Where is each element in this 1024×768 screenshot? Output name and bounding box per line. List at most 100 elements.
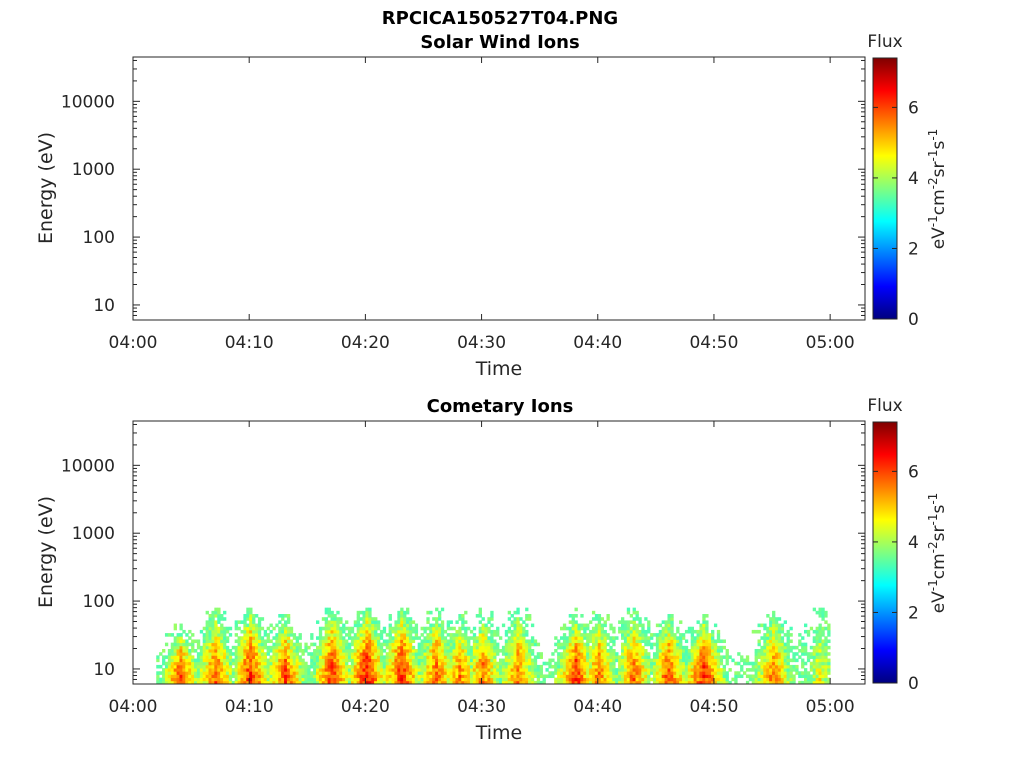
spectrogram-cell (432, 655, 436, 659)
spectrogram-cell (379, 668, 384, 672)
spectrogram-cell (461, 642, 465, 647)
spectrogram-cell (455, 661, 459, 666)
spectrogram-cell (716, 671, 721, 675)
spectrogram-cell (304, 677, 308, 682)
spectrogram-cell (516, 649, 520, 653)
spectrogram-cell (281, 671, 285, 675)
spectrogram-cell (455, 652, 459, 656)
spectrogram-cell (769, 671, 773, 675)
spectrogram-cell (420, 645, 424, 650)
spectrogram-cell (641, 668, 645, 672)
spectrogram-cell (292, 636, 297, 640)
spectrogram-cell (626, 661, 631, 666)
spectrogram-cell (464, 639, 468, 644)
spectrogram-cell (589, 639, 593, 644)
spectrogram-cell (243, 620, 247, 624)
x-tick-label: 04:50 (689, 333, 738, 353)
spectrogram-cell (391, 674, 395, 679)
spectrogram-cell (528, 671, 532, 675)
spectrogram-cell (780, 642, 785, 647)
spectrogram-cell (711, 658, 715, 663)
spectrogram-cell (388, 677, 392, 682)
spectrogram-cell (435, 645, 439, 650)
spectrogram-cell (211, 633, 215, 637)
spectrogram-cell (249, 661, 253, 666)
spectrogram-cell (301, 674, 305, 679)
spectrogram-cell (356, 623, 360, 628)
spectrogram-cell (809, 655, 814, 659)
spectrogram-cell (504, 674, 509, 679)
spectrogram-cell (379, 652, 384, 656)
spectrogram-cell (763, 626, 767, 631)
spectrogram-cell (342, 652, 346, 656)
spectrogram-cell (772, 629, 776, 634)
spectrogram-cell (525, 623, 529, 628)
spectrogram-cell (420, 642, 424, 647)
spectrogram-cell (708, 633, 712, 637)
spectrogram-cell (565, 677, 570, 682)
spectrogram-cell (713, 671, 718, 675)
spectrogram-cell (426, 639, 430, 644)
spectrogram-cell (772, 633, 776, 637)
spectrogram-cell (612, 664, 616, 669)
spectrogram-cell (400, 642, 404, 647)
spectrogram-cell (609, 626, 613, 631)
spectrogram-cell (827, 668, 831, 672)
spectrogram-cell (284, 671, 288, 675)
plot-frame (132, 420, 866, 685)
spectrogram-cell (568, 626, 573, 631)
spectrogram-cell (725, 671, 729, 675)
spectrogram-cell (516, 668, 520, 672)
spectrogram-cell (356, 620, 360, 624)
spectrogram-cell (385, 668, 390, 672)
spectrogram-cell (757, 655, 761, 659)
spectrogram-cell (231, 680, 236, 684)
spectrogram-cell (591, 655, 596, 659)
spectrogram-cell (272, 655, 276, 659)
spectrogram-cell (333, 645, 337, 650)
spectrogram-cell (821, 674, 825, 679)
spectrogram-cell (420, 658, 424, 663)
spectrogram-cell (484, 661, 488, 666)
spectrogram-cell (609, 671, 613, 675)
spectrogram-cell (693, 636, 697, 640)
spectrogram-cell (350, 658, 355, 663)
spectrogram-cell (484, 633, 488, 637)
spectrogram-cell (234, 674, 238, 679)
x-tick-label: 05:00 (806, 697, 855, 717)
spectrogram-cell (600, 680, 604, 684)
spectrogram-cell (711, 671, 715, 675)
spectrogram-cell (388, 658, 392, 663)
spectrogram-cell (176, 639, 180, 644)
spectrogram-cell (533, 668, 538, 672)
spectrogram-cell (499, 668, 503, 672)
spectrogram-cell (275, 645, 279, 650)
spectrogram-cell (205, 620, 209, 624)
spectrogram-cell (510, 636, 514, 640)
spectrogram-cell (499, 636, 503, 640)
spectrogram-cell (269, 629, 273, 634)
spectrogram-cell (647, 671, 651, 675)
spectrogram-cell (342, 639, 346, 644)
spectrogram-cell (417, 636, 421, 640)
spectrogram-cell (368, 671, 372, 675)
spectrogram-cell (211, 652, 215, 656)
spectrogram-cell (246, 680, 250, 684)
spectrogram-cell (490, 655, 494, 659)
spectrogram-cell (327, 614, 331, 618)
spectrogram-cell (690, 661, 695, 666)
spectrogram-cell (812, 671, 817, 675)
spectrogram-cell (510, 680, 514, 684)
spectrogram-cell (452, 652, 456, 656)
spectrogram-cell (664, 652, 668, 656)
spectrogram-cell (501, 680, 506, 684)
spectrogram-cell (591, 661, 596, 666)
spectrogram-cell (330, 617, 334, 621)
spectrogram-cell (461, 626, 465, 631)
spectrogram-cell (240, 658, 244, 663)
spectrogram-cell (182, 661, 186, 666)
spectrogram-cell (435, 661, 439, 666)
spectrogram-cell (626, 664, 631, 669)
spectrogram-cell (705, 629, 709, 634)
spectrogram-cell (562, 626, 567, 631)
